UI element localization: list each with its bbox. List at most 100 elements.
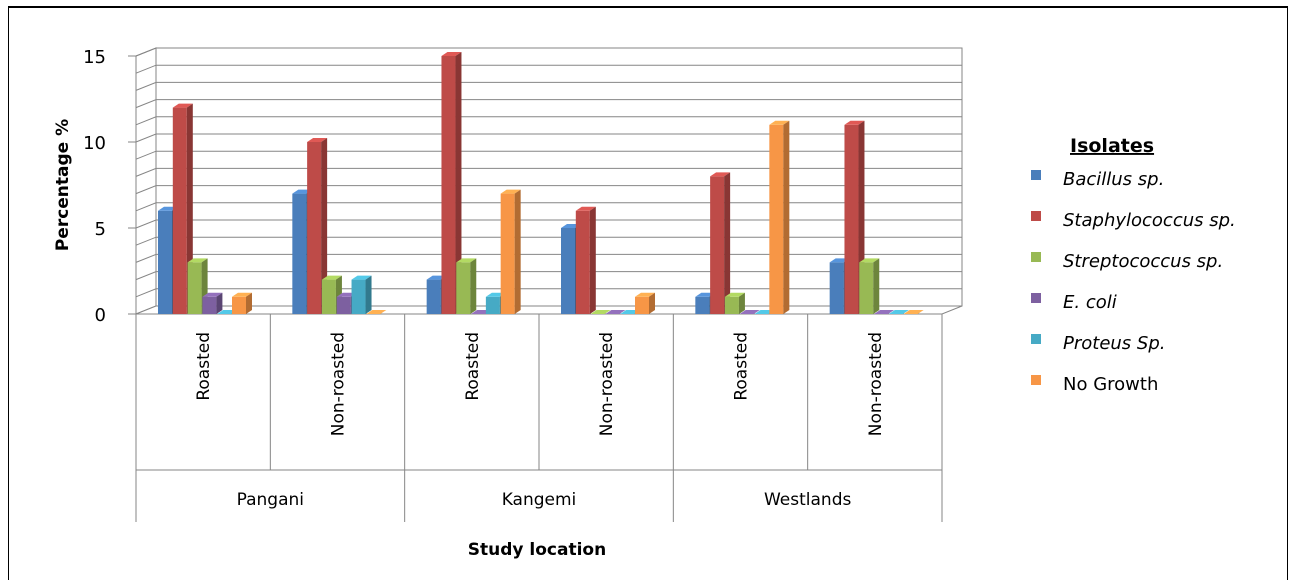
gridlines bbox=[135, 47, 963, 315]
chart-frame bbox=[8, 6, 1288, 580]
x-category-label: Roasted bbox=[463, 332, 483, 401]
bar bbox=[724, 292, 745, 314]
bar-side bbox=[321, 138, 328, 314]
bar-side bbox=[783, 120, 790, 314]
bar bbox=[874, 310, 895, 314]
gridline bbox=[135, 99, 962, 109]
x-category-label: Roasted bbox=[194, 332, 214, 401]
bars bbox=[158, 52, 924, 314]
bar-front bbox=[485, 296, 500, 314]
bar-front bbox=[456, 262, 471, 314]
bar bbox=[351, 275, 372, 314]
legend-swatch bbox=[1031, 211, 1041, 221]
bar-top bbox=[859, 258, 880, 263]
gridline bbox=[135, 81, 962, 91]
legend-swatch bbox=[1031, 375, 1041, 385]
bar-front bbox=[158, 210, 172, 314]
bar-side bbox=[738, 292, 745, 314]
bar bbox=[739, 310, 760, 314]
x-category-label: Non-roasted bbox=[597, 332, 617, 436]
bar-front bbox=[172, 107, 187, 314]
bar-front bbox=[351, 279, 366, 314]
gridline bbox=[135, 253, 962, 263]
legend-label: E. coli bbox=[1063, 292, 1117, 313]
bar-top bbox=[366, 310, 387, 314]
bar-front bbox=[500, 193, 515, 314]
bar-front bbox=[635, 296, 649, 314]
bar-top bbox=[575, 206, 596, 211]
bar bbox=[500, 189, 521, 314]
bar-front bbox=[710, 176, 725, 314]
bar bbox=[903, 310, 924, 314]
legend-swatch bbox=[1031, 170, 1041, 180]
x-axis-title: Study location bbox=[468, 540, 606, 560]
bar-side bbox=[216, 292, 223, 314]
bar-top bbox=[321, 275, 342, 280]
x-category-label: Roasted bbox=[732, 332, 752, 401]
bar bbox=[888, 310, 909, 314]
gridline bbox=[135, 271, 962, 281]
bar-top bbox=[441, 52, 462, 56]
bar bbox=[366, 310, 387, 314]
side-wall bbox=[135, 47, 157, 315]
bar bbox=[232, 292, 252, 314]
bar-front bbox=[202, 296, 217, 314]
bar-front bbox=[859, 262, 874, 314]
bar-top bbox=[232, 292, 252, 297]
x-group-label: Pangani bbox=[237, 490, 304, 510]
bar bbox=[710, 172, 731, 314]
legend-swatch bbox=[1031, 293, 1041, 303]
legend-label: Streptococcus sp. bbox=[1063, 251, 1223, 272]
bar bbox=[456, 258, 477, 314]
gridline bbox=[135, 133, 962, 143]
bar-top bbox=[769, 120, 790, 125]
bar bbox=[605, 310, 626, 314]
bar-front bbox=[695, 296, 710, 314]
gridline bbox=[135, 236, 962, 246]
bar-front bbox=[187, 262, 202, 314]
legend-swatch bbox=[1031, 252, 1041, 262]
x-category-label: Non-roasted bbox=[866, 332, 886, 436]
bar bbox=[202, 292, 223, 314]
bar-side bbox=[873, 258, 880, 314]
bar-front bbox=[292, 193, 307, 314]
bar-front bbox=[575, 210, 590, 314]
x-group-label: Kangemi bbox=[502, 490, 577, 510]
bar-top bbox=[888, 310, 909, 314]
bar-top bbox=[172, 103, 193, 108]
bar-top bbox=[590, 310, 611, 314]
bar-side bbox=[649, 292, 655, 314]
x-category-labels: Roasted Non-roasted Roasted Non-roasted Roas… bbox=[194, 332, 886, 510]
bar-top bbox=[605, 310, 626, 314]
x-group-label: Westlands bbox=[764, 490, 852, 510]
bar-top bbox=[202, 292, 223, 297]
bar-top bbox=[635, 292, 655, 297]
bar-top bbox=[844, 120, 865, 125]
bar bbox=[769, 120, 790, 314]
legend-swatch bbox=[1031, 334, 1041, 344]
gridline bbox=[135, 185, 962, 195]
bar-top bbox=[500, 189, 521, 194]
x-category-label: Non-roasted bbox=[329, 332, 349, 436]
y-tick-label: 5 bbox=[95, 219, 106, 240]
bar bbox=[590, 310, 611, 314]
legend: Isolates Bacillus sp. Staphylococcus sp. S… bbox=[1031, 135, 1236, 395]
bar bbox=[859, 258, 880, 314]
y-tick-label: 15 bbox=[83, 47, 106, 68]
y-tick-labels: 0 5 10 15 bbox=[83, 47, 106, 326]
bar-front bbox=[769, 124, 784, 314]
bar-front bbox=[724, 296, 739, 314]
bar-front bbox=[844, 124, 859, 314]
bar-side bbox=[365, 275, 372, 314]
gridline bbox=[135, 47, 962, 57]
bar bbox=[441, 52, 462, 314]
bar-top bbox=[187, 258, 208, 263]
legend-label: No Growth bbox=[1063, 374, 1158, 395]
bar-top bbox=[874, 310, 895, 314]
axes bbox=[128, 55, 943, 522]
y-axis-title: Percentage % bbox=[53, 119, 73, 251]
bar-front bbox=[441, 56, 456, 314]
gridline bbox=[135, 167, 962, 177]
bar bbox=[635, 292, 655, 314]
